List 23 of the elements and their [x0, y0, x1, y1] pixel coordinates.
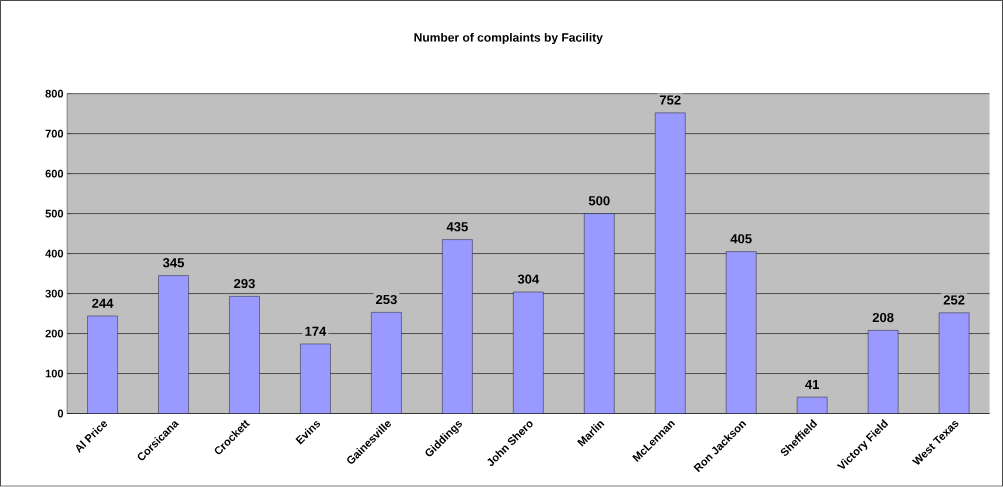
data-label: 253 [375, 295, 397, 305]
y-tick-label: 700 [45, 129, 64, 138]
y-tick-label: 800 [45, 89, 64, 98]
chart-title: Number of complaints by Facility [414, 33, 603, 45]
y-tick-label: 0 [57, 409, 64, 418]
data-label: 244 [92, 298, 114, 308]
y-tick-label: 300 [45, 289, 64, 298]
y-tick-label: 500 [45, 209, 64, 218]
y-tick-label: 200 [45, 329, 64, 338]
y-tick-label: 400 [45, 249, 64, 258]
data-label: 252 [943, 295, 965, 305]
data-label: 345 [162, 258, 185, 268]
data-label: 174 [305, 326, 327, 336]
y-tick-label: 600 [45, 169, 64, 178]
y-tick-label: 100 [45, 369, 64, 378]
data-label: 752 [659, 95, 681, 105]
data-label: 500 [588, 196, 610, 206]
data-label: 435 [446, 222, 468, 232]
data-label: 208 [872, 313, 894, 323]
data-label: 304 [517, 274, 540, 284]
data-label: 405 [730, 234, 752, 244]
data-label: 293 [234, 279, 255, 289]
data-label: 41 [805, 380, 820, 390]
